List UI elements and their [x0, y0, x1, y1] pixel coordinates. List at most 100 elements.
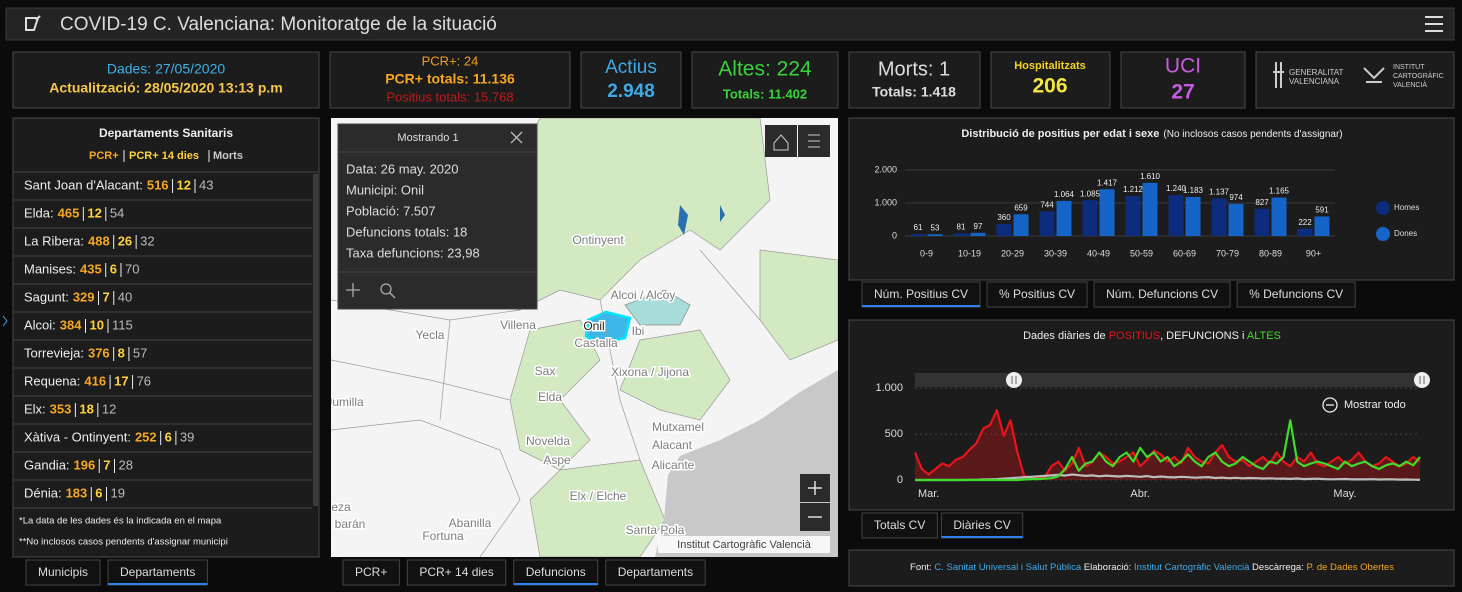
map-label: Castalla [574, 336, 618, 350]
footer-text: Font: C. Sanitat Universal i Salut Públi… [910, 562, 1394, 573]
value-label: 360 [997, 213, 1011, 222]
tab-bg [342, 559, 400, 586]
bar [970, 232, 986, 236]
tab-bg [861, 281, 981, 308]
map-label: Elx / Elche [570, 489, 627, 503]
tab-label: Núm. Defuncions CV [1106, 287, 1218, 301]
header-title: COVID-19 C. Valenciana: Monitoratge de l… [60, 14, 497, 35]
zoom-to-button[interactable] [380, 283, 396, 299]
department-name: Sagunt: [24, 289, 69, 304]
range-slider[interactable] [915, 373, 1420, 387]
sea [655, 370, 838, 557]
tab[interactable]: Defuncions [513, 559, 599, 586]
value-label: 591 [1315, 206, 1329, 215]
tab-label: Núm. Positius CV [874, 287, 968, 301]
department-value: 28 [118, 457, 132, 472]
y-tick-label: 0 [897, 474, 903, 486]
menu-button[interactable] [1425, 16, 1443, 32]
pan-button[interactable] [346, 283, 360, 297]
popup-line: Municipi: Onil [346, 182, 424, 197]
department-value: 252 [135, 429, 157, 444]
scrollbar[interactable] [313, 174, 318, 506]
gva-text: VALENCIANA [1289, 77, 1340, 86]
map-label: Jumilla [326, 395, 364, 409]
tab-label: Municipis [38, 565, 88, 579]
department-value: 12 [177, 177, 191, 192]
value-label: 1.212 [1123, 185, 1144, 194]
list-icon [808, 134, 820, 148]
show-all-button[interactable]: Mostrar todo [1322, 397, 1406, 413]
side-arrow[interactable] [2, 315, 8, 327]
tab[interactable]: PCR+ 14 dies [406, 559, 507, 586]
map-label: Xixona / Jijona [611, 365, 689, 379]
tab-bg [986, 281, 1088, 308]
slider-handle[interactable] [1006, 372, 1022, 388]
title: Distribució de positius per edat i sexe [961, 128, 1159, 140]
value-label: 1.240 [1166, 184, 1187, 193]
tab-label: PCR+ [355, 565, 387, 579]
selected-municipality[interactable] [584, 310, 632, 346]
tab[interactable]: Municipis [25, 559, 101, 586]
tab[interactable]: Totals CV [861, 512, 938, 539]
department-value: 12 [87, 205, 101, 220]
bar [910, 233, 926, 236]
legend-swatch [1376, 227, 1390, 241]
pcr-total: PCR+ totals: 11.136 [385, 71, 515, 87]
footer-label: Font: [910, 562, 934, 573]
tab[interactable]: Departaments [107, 559, 208, 586]
tab-label: Totals CV [874, 518, 925, 532]
map-label: Santa Pola [626, 523, 685, 537]
value-label: 1.165 [1269, 187, 1290, 196]
home-button[interactable] [765, 125, 797, 157]
footer-link[interactable]: C. Sanitat Universal i Salut Pública [934, 562, 1082, 573]
x-tick-label: 50-59 [1130, 248, 1153, 258]
map-region [624, 289, 691, 326]
discharges-box [691, 51, 839, 109]
department-name: Elx: [24, 401, 46, 416]
popup-close[interactable] [510, 131, 523, 144]
footer-link[interactable]: Institut Cartogràfic Valencià [1134, 562, 1250, 573]
tab-bg [861, 512, 938, 539]
tab-active-underline [862, 305, 981, 307]
active-value: 2.948 [607, 81, 655, 102]
value-label: 53 [931, 223, 940, 232]
slider-handle[interactable] [1414, 372, 1430, 388]
value-label: 222 [1298, 218, 1312, 227]
title: POSITIUS [1109, 330, 1160, 342]
tab[interactable]: % Defuncions CV [1236, 281, 1356, 308]
tab[interactable]: Diàries CV [940, 512, 1024, 539]
tab-active-underline [108, 583, 208, 585]
popup [337, 123, 538, 310]
tab[interactable]: % Positius CV [986, 281, 1088, 308]
tab-label: % Positius CV [999, 287, 1075, 301]
bar [1271, 197, 1287, 236]
map-label: Villena [500, 318, 536, 332]
bar [1228, 203, 1244, 236]
tab[interactable]: Núm. Defuncions CV [1093, 281, 1231, 308]
department-value: 70 [125, 261, 139, 276]
value-label: 1.417 [1097, 178, 1118, 187]
department-value: 353 [50, 401, 72, 416]
tab[interactable]: Núm. Positius CV [861, 281, 981, 308]
bar [1314, 216, 1330, 236]
department-name: Xàtiva - Ontinyent: [24, 429, 131, 444]
department-name: La Ribera: [24, 233, 84, 248]
department-name: Alcoi: [24, 317, 56, 332]
hospital-box [990, 51, 1111, 109]
map[interactable]: Ontinyent Alcoi / Alcoy Villena Onil Ibi Cast… [326, 118, 838, 557]
footer-link[interactable]: P. de Dades Obertes [1306, 562, 1394, 573]
x-tick-label: 80-89 [1259, 248, 1282, 258]
attribution-bg [658, 536, 830, 553]
line [913, 409, 1421, 480]
tab[interactable]: PCR+ [342, 559, 400, 586]
legend-label: Dones [1394, 229, 1417, 238]
tab-label: % Defuncions CV [1249, 287, 1343, 301]
x-tick-label: 90+ [1306, 248, 1321, 258]
tab[interactable]: Departaments [605, 559, 706, 586]
icv-text: VALENCIÀ [1393, 80, 1427, 89]
value-label: 1.137 [1209, 188, 1230, 197]
department-name: Manises: [24, 261, 76, 276]
icu-label: UCI [1165, 55, 1201, 78]
map-label: Novelda [526, 434, 570, 448]
